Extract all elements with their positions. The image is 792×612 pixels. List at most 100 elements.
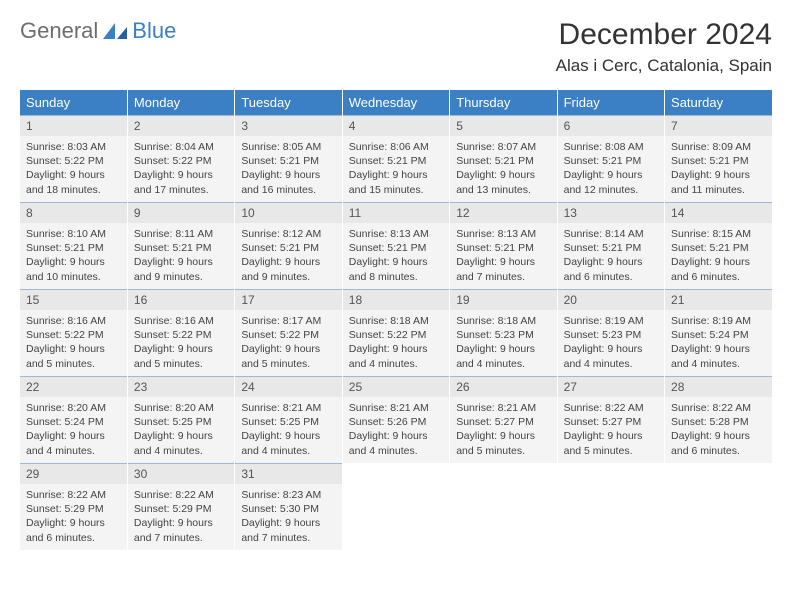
calendar-cell: 26Sunrise: 8:21 AMSunset: 5:27 PMDayligh… <box>450 376 557 463</box>
day-body: Sunrise: 8:15 AMSunset: 5:21 PMDaylight:… <box>665 223 772 289</box>
daylight-line: Daylight: 9 hours and 11 minutes. <box>671 168 766 196</box>
sunrise-line: Sunrise: 8:23 AM <box>241 488 335 502</box>
calendar-cell <box>450 463 557 550</box>
calendar-body: 1Sunrise: 8:03 AMSunset: 5:22 PMDaylight… <box>20 115 772 550</box>
daylight-line: Daylight: 9 hours and 5 minutes. <box>134 342 228 370</box>
calendar-cell: 5Sunrise: 8:07 AMSunset: 5:21 PMDaylight… <box>450 115 557 202</box>
daylight-line: Daylight: 9 hours and 6 minutes. <box>671 255 766 283</box>
day-body: Sunrise: 8:23 AMSunset: 5:30 PMDaylight:… <box>235 484 341 550</box>
header: General Blue December 2024 Alas i Cerc, … <box>20 18 772 76</box>
calendar-head: Sunday Monday Tuesday Wednesday Thursday… <box>20 90 772 115</box>
sunrise-line: Sunrise: 8:18 AM <box>349 314 443 328</box>
day-body: Sunrise: 8:20 AMSunset: 5:25 PMDaylight:… <box>128 397 234 463</box>
calendar-cell: 19Sunrise: 8:18 AMSunset: 5:23 PMDayligh… <box>450 289 557 376</box>
sunset-line: Sunset: 5:29 PM <box>134 502 228 516</box>
calendar-cell: 28Sunrise: 8:22 AMSunset: 5:28 PMDayligh… <box>665 376 772 463</box>
sunset-line: Sunset: 5:21 PM <box>564 154 658 168</box>
calendar-cell: 11Sunrise: 8:13 AMSunset: 5:21 PMDayligh… <box>342 202 449 289</box>
day-body: Sunrise: 8:13 AMSunset: 5:21 PMDaylight:… <box>450 223 556 289</box>
calendar-cell: 15 Sunrise: 8:16 AMSunset: 5:22 PMDayligh… <box>20 289 127 376</box>
day-number: 26 <box>450 376 556 397</box>
calendar-cell: 30Sunrise: 8:22 AMSunset: 5:29 PMDayligh… <box>127 463 234 550</box>
day-body: Sunrise: 8:22 AMSunset: 5:29 PMDaylight:… <box>128 484 234 550</box>
sunset-line: Sunset: 5:22 PM <box>26 328 121 342</box>
sunset-line: Sunset: 5:26 PM <box>349 415 443 429</box>
daylight-line: Daylight: 9 hours and 7 minutes. <box>241 516 335 544</box>
sunrise-line: Sunrise: 8:18 AM <box>456 314 550 328</box>
daylight-line: Daylight: 9 hours and 5 minutes. <box>241 342 335 370</box>
sunset-line: Sunset: 5:21 PM <box>241 241 335 255</box>
daylight-line: Daylight: 9 hours and 4 minutes. <box>241 429 335 457</box>
sunset-line: Sunset: 5:21 PM <box>456 154 550 168</box>
sunset-line: Sunset: 5:30 PM <box>241 502 335 516</box>
day-number: 15 <box>20 289 127 310</box>
day-number: 23 <box>128 376 234 397</box>
brand-logo: General Blue <box>20 18 176 44</box>
calendar-table: Sunday Monday Tuesday Wednesday Thursday… <box>20 90 772 550</box>
sunset-line: Sunset: 5:29 PM <box>26 502 121 516</box>
sunrise-line: Sunrise: 8:09 AM <box>671 140 766 154</box>
daylight-line: Daylight: 9 hours and 6 minutes. <box>671 429 766 457</box>
daylight-line: Daylight: 9 hours and 6 minutes. <box>26 516 121 544</box>
sunset-line: Sunset: 5:21 PM <box>26 241 121 255</box>
sunrise-line: Sunrise: 8:21 AM <box>456 401 550 415</box>
day-number: 17 <box>235 289 341 310</box>
location: Alas i Cerc, Catalonia, Spain <box>556 56 772 76</box>
day-number: 11 <box>343 202 449 223</box>
day-body: Sunrise: 8:22 AMSunset: 5:28 PMDaylight:… <box>665 397 772 463</box>
daylight-line: Daylight: 9 hours and 10 minutes. <box>26 255 121 283</box>
day-body: Sunrise: 8:18 AMSunset: 5:22 PMDaylight:… <box>343 310 449 376</box>
sunrise-line: Sunrise: 8:04 AM <box>134 140 228 154</box>
brand-part2: Blue <box>132 18 176 44</box>
sunrise-line: Sunrise: 8:14 AM <box>564 227 658 241</box>
day-number: 25 <box>343 376 449 397</box>
col-friday: Friday <box>557 90 664 115</box>
calendar-cell: 16Sunrise: 8:16 AMSunset: 5:22 PMDayligh… <box>127 289 234 376</box>
day-body: Sunrise: 8:17 AMSunset: 5:22 PMDaylight:… <box>235 310 341 376</box>
sunrise-line: Sunrise: 8:07 AM <box>456 140 550 154</box>
day-body: Sunrise: 8:21 AMSunset: 5:25 PMDaylight:… <box>235 397 341 463</box>
title-block: December 2024 Alas i Cerc, Catalonia, Sp… <box>556 18 772 76</box>
sunrise-line: Sunrise: 8:16 AM <box>134 314 228 328</box>
sunrise-line: Sunrise: 8:20 AM <box>26 401 121 415</box>
sunrise-line: Sunrise: 8:20 AM <box>134 401 228 415</box>
daylight-line: Daylight: 9 hours and 5 minutes. <box>26 342 121 370</box>
sunset-line: Sunset: 5:23 PM <box>564 328 658 342</box>
col-wednesday: Wednesday <box>342 90 449 115</box>
calendar-cell: 8Sunrise: 8:10 AMSunset: 5:21 PMDaylight… <box>20 202 127 289</box>
sunset-line: Sunset: 5:21 PM <box>349 241 443 255</box>
sunrise-line: Sunrise: 8:16 AM <box>26 314 121 328</box>
sunset-line: Sunset: 5:21 PM <box>349 154 443 168</box>
sunset-line: Sunset: 5:22 PM <box>134 328 228 342</box>
day-body: Sunrise: 8:09 AMSunset: 5:21 PMDaylight:… <box>665 136 772 202</box>
calendar-cell: 1Sunrise: 8:03 AMSunset: 5:22 PMDaylight… <box>20 115 127 202</box>
sunrise-line: Sunrise: 8:15 AM <box>671 227 766 241</box>
daylight-line: Daylight: 9 hours and 9 minutes. <box>134 255 228 283</box>
day-body: Sunrise: 8:10 AMSunset: 5:21 PMDaylight:… <box>20 223 127 289</box>
col-tuesday: Tuesday <box>235 90 342 115</box>
sunrise-line: Sunrise: 8:03 AM <box>26 140 121 154</box>
daylight-line: Daylight: 9 hours and 5 minutes. <box>456 429 550 457</box>
calendar-cell <box>557 463 664 550</box>
day-number: 1 <box>20 115 127 136</box>
day-number: 8 <box>20 202 127 223</box>
day-number: 16 <box>128 289 234 310</box>
calendar-cell: 31Sunrise: 8:23 AMSunset: 5:30 PMDayligh… <box>235 463 342 550</box>
col-monday: Monday <box>127 90 234 115</box>
sunrise-line: Sunrise: 8:22 AM <box>671 401 766 415</box>
calendar-cell: 6Sunrise: 8:08 AMSunset: 5:21 PMDaylight… <box>557 115 664 202</box>
calendar-cell: 21Sunrise: 8:19 AMSunset: 5:24 PMDayligh… <box>665 289 772 376</box>
day-number: 14 <box>665 202 772 223</box>
day-body: Sunrise: 8:16 AMSunset: 5:22 PMDaylight:… <box>128 310 234 376</box>
day-body: Sunrise: 8:08 AMSunset: 5:21 PMDaylight:… <box>558 136 664 202</box>
calendar-row: 1Sunrise: 8:03 AMSunset: 5:22 PMDaylight… <box>20 115 772 202</box>
day-number: 10 <box>235 202 341 223</box>
daylight-line: Daylight: 9 hours and 6 minutes. <box>564 255 658 283</box>
calendar-cell: 14Sunrise: 8:15 AMSunset: 5:21 PMDayligh… <box>665 202 772 289</box>
day-body: Sunrise: 8:18 AMSunset: 5:23 PMDaylight:… <box>450 310 556 376</box>
sunrise-line: Sunrise: 8:08 AM <box>564 140 658 154</box>
calendar-cell: 20Sunrise: 8:19 AMSunset: 5:23 PMDayligh… <box>557 289 664 376</box>
day-body: Sunrise: 8:13 AMSunset: 5:21 PMDaylight:… <box>343 223 449 289</box>
calendar-cell: 13Sunrise: 8:14 AMSunset: 5:21 PMDayligh… <box>557 202 664 289</box>
calendar-cell: 23Sunrise: 8:20 AMSunset: 5:25 PMDayligh… <box>127 376 234 463</box>
